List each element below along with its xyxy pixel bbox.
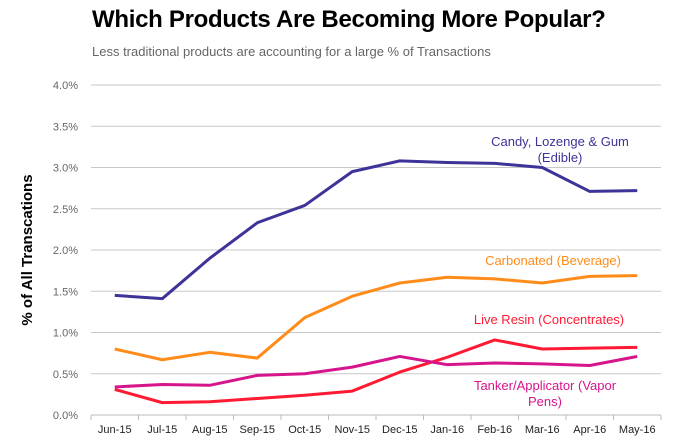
x-tick-label: May-16 [619, 424, 656, 436]
y-tick-label: 0.5% [53, 369, 78, 381]
series-line [114, 274, 638, 362]
x-tick-label: Sep-15 [240, 424, 275, 436]
series-line [114, 338, 638, 405]
x-tick-label: Jun-15 [98, 424, 132, 436]
y-axis-label: % of All Transcations [19, 174, 36, 325]
series-line [114, 354, 638, 389]
x-tick-label: Aug-15 [192, 424, 227, 436]
x-tick-label: Dec-15 [382, 424, 417, 436]
x-tick-label: Apr-16 [573, 424, 606, 436]
y-tick-label: 1.5% [53, 286, 78, 298]
y-tick-label: 4.0% [53, 80, 78, 92]
x-tick-label: Feb-16 [477, 424, 512, 436]
series-label: (Edible) [538, 150, 583, 165]
x-tick-label: Jul-15 [147, 424, 177, 436]
y-tick-label: 2.5% [53, 204, 78, 216]
series-label: Tanker/Applicator (Vapor [474, 378, 617, 393]
x-tick-label: Mar-16 [525, 424, 560, 436]
y-tick-label: 3.5% [53, 121, 78, 133]
series-label: Live Resin (Concentrates) [474, 312, 624, 327]
series-label: Pens) [528, 394, 562, 409]
series-line [114, 159, 638, 301]
chart-title: Which Products Are Becoming More Popular… [92, 6, 606, 33]
y-tick-label: 0.0% [53, 410, 78, 422]
series-label: Carbonated (Beverage) [485, 253, 621, 268]
chart-subtitle: Less traditional products are accounting… [92, 44, 491, 59]
x-tick-label: Oct-15 [288, 424, 321, 436]
x-tick-label: Nov-15 [335, 424, 370, 436]
y-tick-label: 1.0% [53, 328, 78, 340]
y-tick-label: 2.0% [53, 245, 78, 257]
x-tick-label: Jan-16 [430, 424, 464, 436]
y-tick-label: 3.0% [53, 163, 78, 175]
series-label: Candy, Lozenge & Gum [491, 134, 629, 149]
